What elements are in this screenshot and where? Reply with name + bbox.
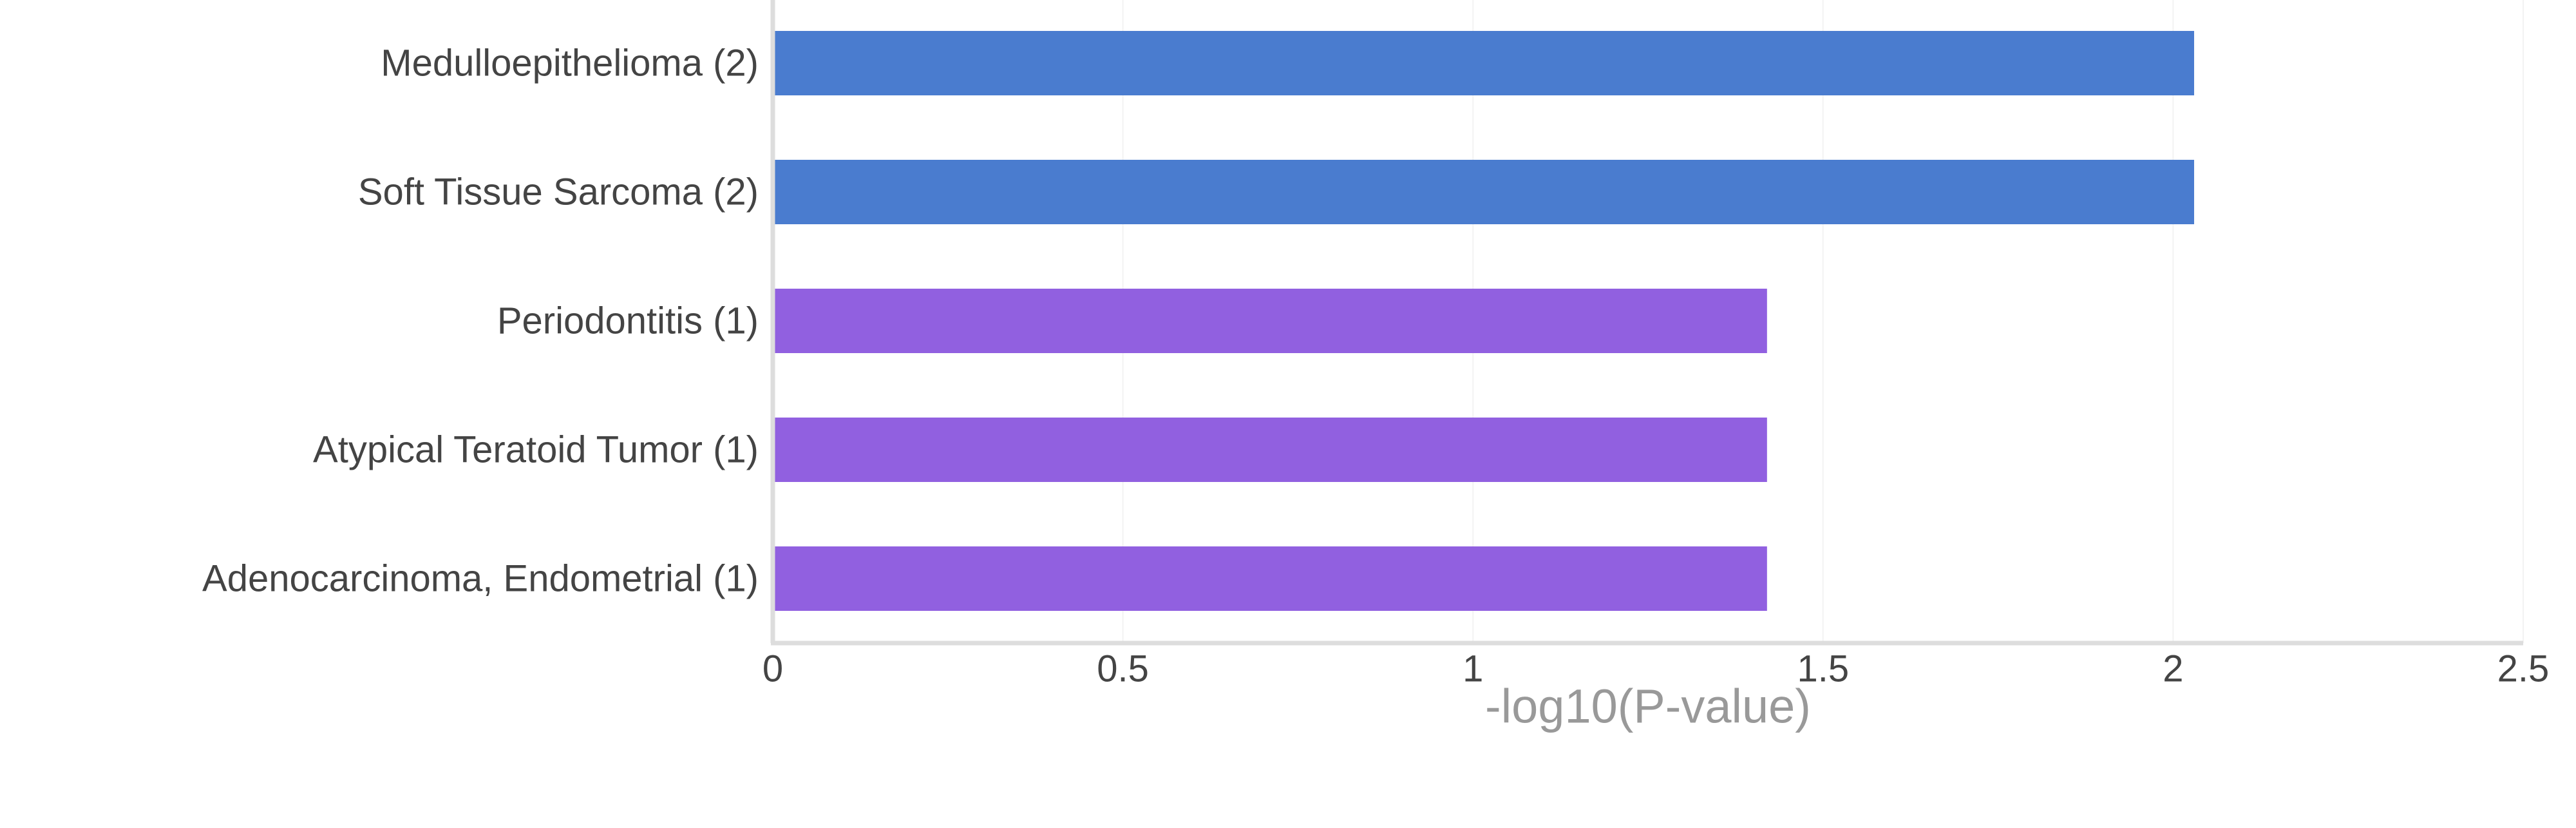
x-tick-labels: 0 0.5 1 1.5 2 2.5 — [762, 648, 2549, 690]
bar — [773, 289, 1767, 353]
bar — [773, 31, 2195, 95]
x-tick-label: 2 — [2163, 648, 2183, 690]
x-tick-label: 1.5 — [1797, 648, 1849, 690]
x-tick-label: 0 — [762, 648, 783, 690]
x-tick-label: 2.5 — [2497, 648, 2550, 690]
bars — [773, 31, 2195, 611]
bar — [773, 546, 1767, 611]
category-label: Atypical Teratoid Tumor (1) — [313, 429, 759, 471]
category-labels: Medulloepithelioma (2) Soft Tissue Sarcom… — [202, 43, 759, 600]
category-label: Periodontitis (1) — [497, 300, 759, 342]
x-tick-label: 0.5 — [1097, 648, 1149, 690]
bar — [773, 418, 1767, 482]
category-label: Medulloepithelioma (2) — [381, 43, 759, 84]
grid-lines — [1122, 0, 2524, 643]
category-label: Adenocarcinoma, Endometrial (1) — [202, 558, 759, 600]
axes — [770, 0, 2523, 646]
x-tick-label: 1 — [1463, 648, 1483, 690]
bar — [773, 160, 2195, 224]
x-axis-title: -log10(P-value) — [1485, 680, 1811, 733]
category-label: Soft Tissue Sarcoma (2) — [358, 171, 759, 213]
